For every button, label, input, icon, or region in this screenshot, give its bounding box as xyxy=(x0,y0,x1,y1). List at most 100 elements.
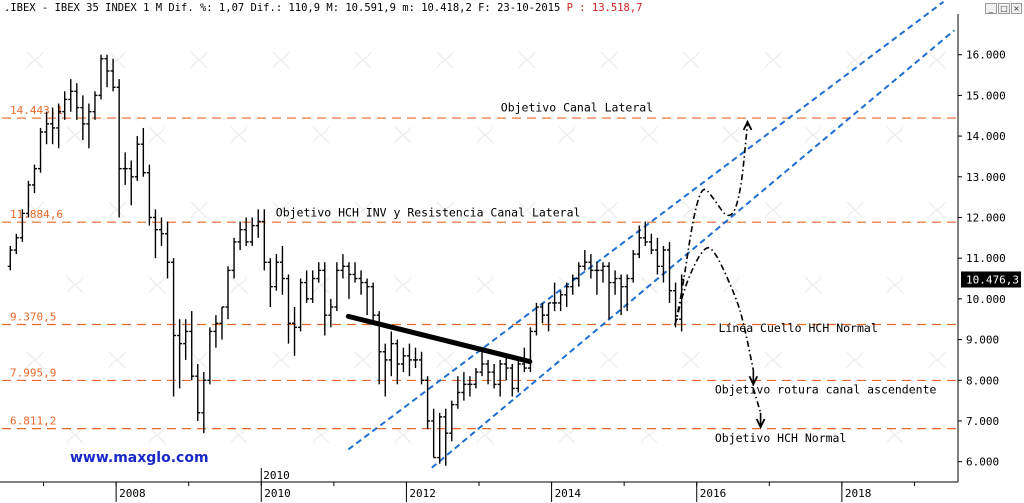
ohlc-bar xyxy=(558,290,564,312)
ohlc-bar xyxy=(382,343,388,397)
background-logo-mark xyxy=(682,51,700,69)
ohlc-bar xyxy=(292,307,298,356)
x-tick-label: 2010 xyxy=(264,487,291,500)
background-logo-mark xyxy=(148,276,166,294)
ohlc-bar xyxy=(370,282,376,324)
ohlc-bar xyxy=(431,408,437,459)
background-logo-mark xyxy=(886,126,904,144)
ohlc-bar xyxy=(624,274,630,312)
ohlc-bar xyxy=(195,363,201,421)
background-logo-mark xyxy=(722,276,740,294)
ohlc-bar xyxy=(340,254,346,279)
level-label: 7.995,9 xyxy=(10,366,56,379)
x-tick-label: 2018 xyxy=(845,487,872,500)
ohlc-bar xyxy=(594,262,600,295)
level-label: 11.884,6 xyxy=(10,208,63,221)
background-logo-mark xyxy=(312,126,330,144)
y-tick-label: 9.000 xyxy=(966,334,999,347)
arrow-head-icon xyxy=(755,418,766,430)
background-logo-mark xyxy=(436,51,454,69)
close-icon[interactable]: × xyxy=(1011,3,1022,14)
minimize-icon[interactable]: _ xyxy=(985,3,997,14)
ohlc-bar xyxy=(13,233,19,255)
ohlc-bar xyxy=(285,274,291,344)
ohlc-bar xyxy=(243,217,249,246)
ohlc-bar xyxy=(648,233,654,255)
projection-paths xyxy=(674,119,766,430)
ohlc-bar xyxy=(56,103,62,149)
background-logo-mark xyxy=(312,276,330,294)
ohlc-bar xyxy=(679,274,685,332)
ohlc-bar xyxy=(552,282,558,312)
ohlc-bar xyxy=(612,270,618,295)
background-logo-mark xyxy=(108,201,126,219)
ohlc-bar xyxy=(146,164,152,226)
background-logo-mark xyxy=(148,126,166,144)
background-logo-mark xyxy=(436,201,454,219)
channel-line-lower xyxy=(431,29,956,469)
background-logo-mark xyxy=(600,51,618,69)
ohlc-bar xyxy=(225,266,231,320)
ohlc-bar xyxy=(352,262,358,283)
background-logo-mark xyxy=(230,126,248,144)
ohlc-bar xyxy=(346,262,352,299)
y-tick-label: 12.000 xyxy=(966,211,1006,224)
background-logo-mark xyxy=(476,276,494,294)
annotation-label: Objetivo HCH Normal xyxy=(715,431,847,445)
background-logo-mark xyxy=(928,201,946,219)
background-logo-mark xyxy=(66,276,84,294)
ohlc-bar xyxy=(412,347,418,369)
ohlc-bar xyxy=(80,95,86,141)
ohlc-bar xyxy=(467,376,473,397)
ohlc-bar xyxy=(576,262,582,287)
background-logo-mark xyxy=(476,426,494,444)
background-logo-mark xyxy=(846,351,864,369)
ohlc-bar xyxy=(473,368,479,389)
y-axis: 6.000 7.000 8.000 9.000 10.000 11.000 12.000 13… xyxy=(957,14,1021,482)
ohlc-bar xyxy=(540,302,546,324)
ohlc-bar xyxy=(74,83,80,120)
ohlc-bar xyxy=(461,372,467,401)
background-logo-mark xyxy=(272,201,290,219)
y-tick-label: 6.000 xyxy=(966,456,999,469)
background-logo-mark xyxy=(394,426,412,444)
ohlc-bar xyxy=(98,54,104,100)
ohlc-bar xyxy=(503,355,509,381)
annotation-label: Objetivo Canal Lateral xyxy=(501,101,653,115)
ohlc-bar xyxy=(527,327,533,373)
arrow-head-icon xyxy=(748,375,759,387)
ohlc-bar xyxy=(485,359,491,385)
background-logo-mark xyxy=(558,426,576,444)
x-tick-label: 2014 xyxy=(555,487,582,500)
x-tick-label: 2008 xyxy=(119,487,146,500)
background-logo-mark xyxy=(148,426,166,444)
ohlc-bar xyxy=(19,209,25,242)
background-logo-mark xyxy=(190,351,208,369)
ohlc-bar xyxy=(273,254,279,291)
hch-normal-path xyxy=(674,247,755,371)
ohlc-bar xyxy=(219,306,225,340)
background-logo-mark xyxy=(230,426,248,444)
background-logo-mark xyxy=(804,126,822,144)
ohlc-bar xyxy=(31,164,37,194)
background-logo-mark xyxy=(846,201,864,219)
background-logo-mark xyxy=(764,201,782,219)
ohlc-bar xyxy=(92,91,98,120)
ohlc-bar xyxy=(207,327,213,385)
maximize-icon[interactable]: □ xyxy=(998,3,1010,14)
last-price-tag xyxy=(961,271,1021,288)
background-logo-mark xyxy=(722,126,740,144)
ohlc-bar xyxy=(497,359,503,397)
ohlc-bar xyxy=(642,221,648,246)
ohlc-bar xyxy=(449,400,455,442)
background-logo-mark xyxy=(928,351,946,369)
ohlc-bar xyxy=(104,54,110,88)
ohlc-bar xyxy=(158,217,164,246)
ohlc-bar xyxy=(606,262,612,320)
background-logo-mark xyxy=(558,126,576,144)
ohlc-bar xyxy=(515,359,521,393)
ohlc-bar xyxy=(110,58,116,92)
ohlc-bar xyxy=(279,245,285,295)
ohlc-bar xyxy=(86,103,92,149)
